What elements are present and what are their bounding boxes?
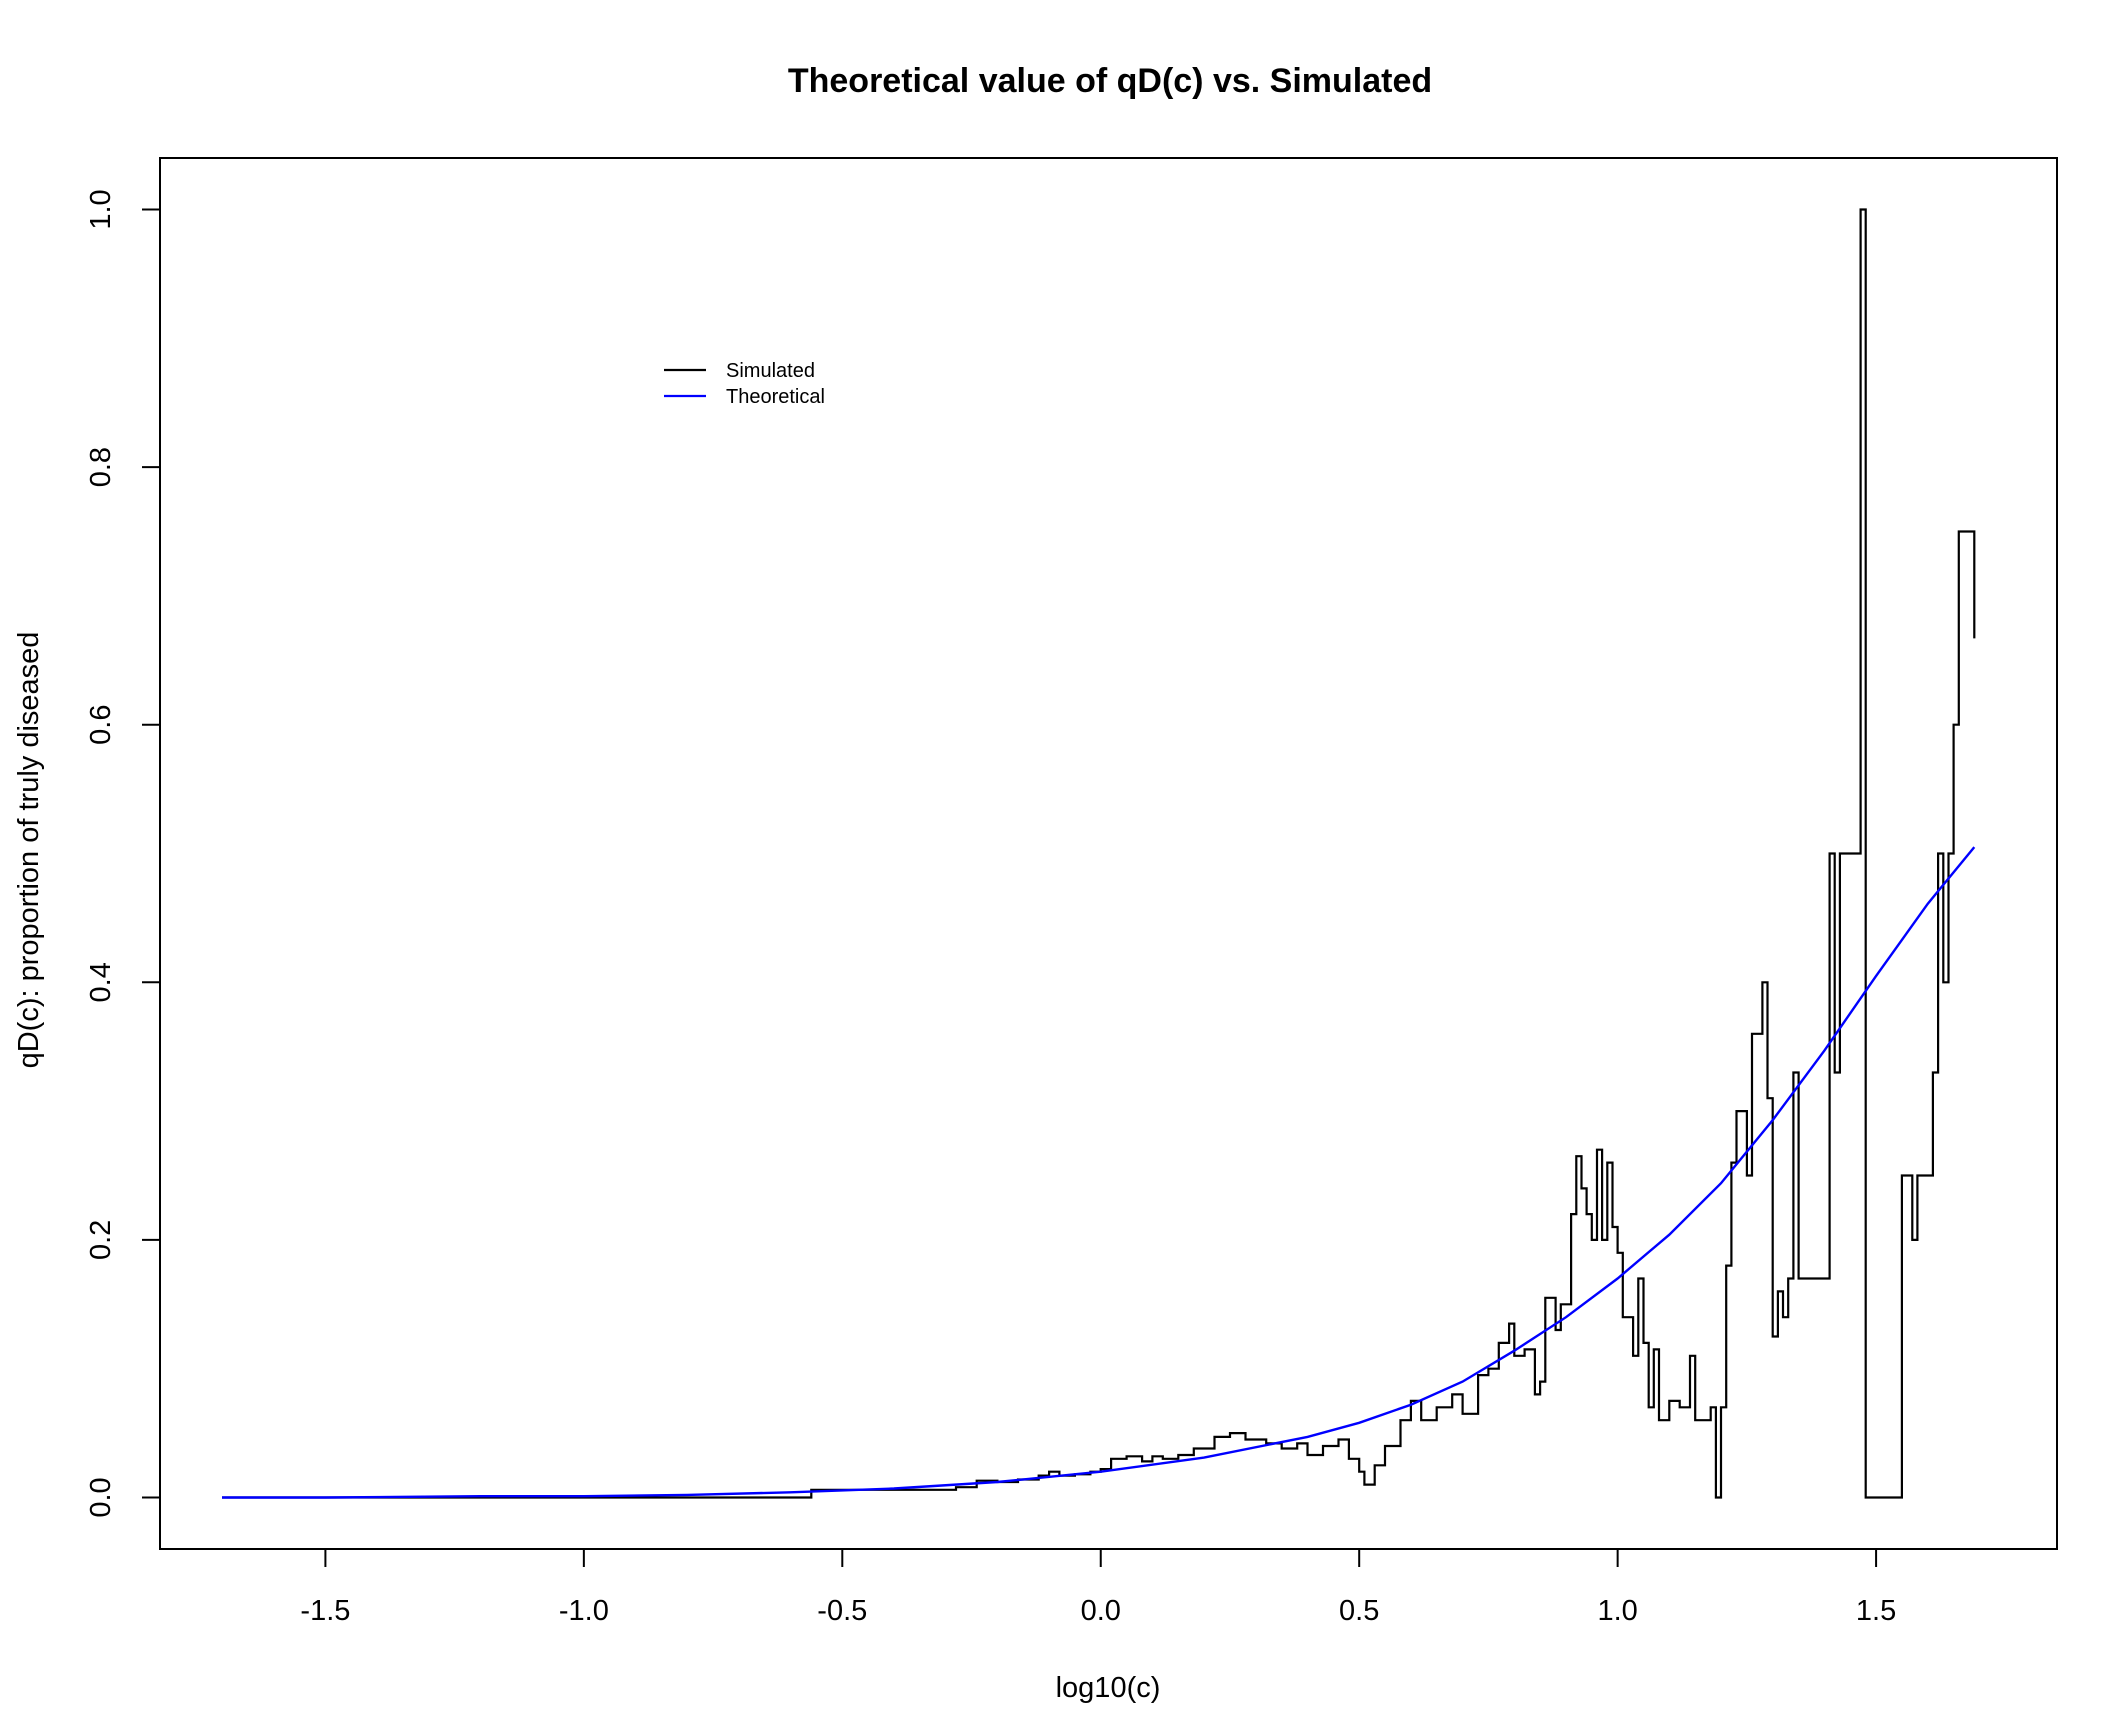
y-tick-label: 1.0 [85,189,117,229]
y-tick-label: 0.8 [85,447,117,487]
legend: Simulated Theoretical [664,360,825,408]
x-tick-label: -0.5 [817,1595,867,1627]
x-axis-label: log10(c) [1056,1672,1161,1704]
x-tick-label: -1.0 [559,1595,609,1627]
y-axis-label: qD(c): proportion of truly diseased [13,632,45,1069]
y-axis: 0.0 0.2 0.4 0.6 0.8 1.0 [85,189,161,1518]
legend-label-theoretical: Theoretical [726,386,825,408]
legend-label-simulated: Simulated [726,360,815,382]
x-tick-label: 0.5 [1339,1595,1379,1627]
y-tick-label: 0.6 [85,705,117,745]
x-axis: -1.5 -1.0 -0.5 0.0 0.5 1.0 1.5 [300,1548,1896,1627]
x-tick-label: 1.0 [1597,1595,1637,1627]
plot-box [159,157,2058,1550]
y-tick-label: 0.0 [85,1477,117,1517]
x-tick-label: -1.5 [300,1595,350,1627]
series-layer [222,208,1976,1499]
simulated-line [222,208,1976,1499]
x-tick-label: 0.0 [1081,1595,1121,1627]
theoretical-line [222,846,1976,1499]
x-tick-label: 1.5 [1856,1595,1896,1627]
y-tick-label: 0.2 [85,1220,117,1260]
y-tick-label: 0.4 [85,962,117,1002]
chart-title: Theoretical value of qD(c) vs. Simulated [788,62,1432,100]
